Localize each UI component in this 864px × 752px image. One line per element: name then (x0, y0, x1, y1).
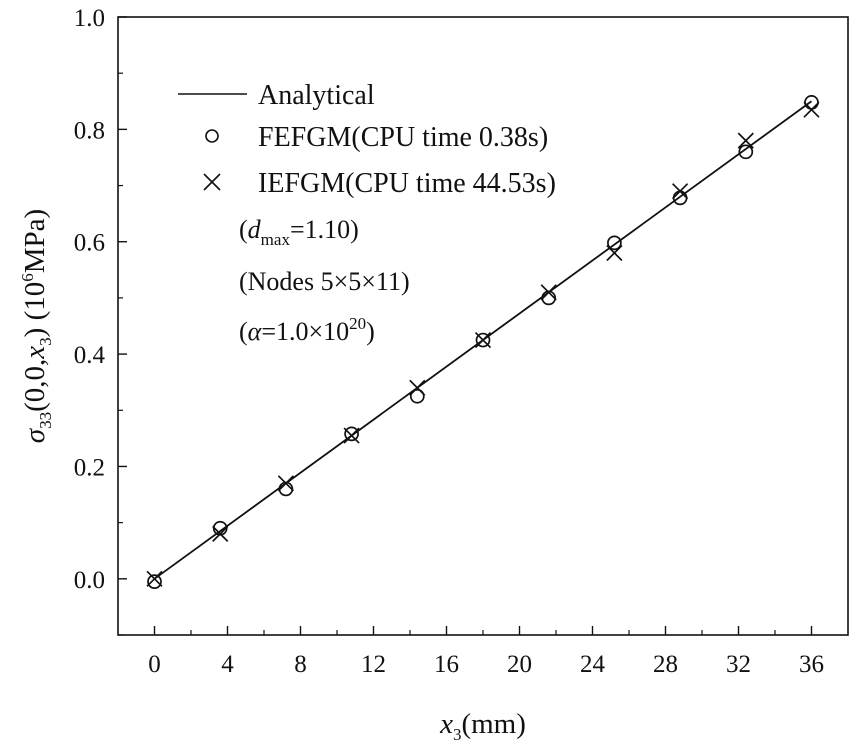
y-axis-subscript: 33 (36, 412, 55, 429)
x-axis-subscript: 3 (453, 725, 462, 744)
y-tick-label: 0.4 (74, 342, 106, 369)
x-tick-label: 12 (361, 651, 386, 678)
x-tick-label: 4 (221, 651, 234, 678)
y-axis-title: σ33(0,0,x3) (106MPa) (18, 209, 55, 443)
fefgm-point (672, 190, 688, 206)
fefgm-point (147, 574, 162, 589)
annotation-nodes: (Nodes 5×5×11) (239, 267, 410, 296)
annotations: (dmax=1.10) (Nodes 5×5×11) (α=1.0×1020) (239, 215, 410, 346)
y-tick-label: 1.0 (74, 5, 105, 32)
y-axis-unit-post: MPa) (19, 209, 51, 273)
x-tick-label: 20 (507, 651, 532, 678)
fefgm-point (409, 388, 425, 404)
x-axis-unit: (mm) (461, 708, 525, 740)
iefgm-point (737, 132, 754, 149)
y-axis-symbol: σ (19, 427, 51, 443)
y-axis-unit-exp: 6 (18, 273, 37, 282)
y-axis-argvar: x (19, 346, 51, 360)
y-axis-args: (0,0, (19, 359, 51, 412)
fefgm-point (475, 332, 491, 348)
x-tick-label: 0 (148, 651, 161, 678)
iefgm-point (277, 475, 295, 492)
y-tick-label: 0.8 (74, 117, 105, 144)
iefgm-point (606, 244, 623, 262)
x-tick-label: 28 (653, 651, 678, 678)
annotation-dmax: (dmax=1.10) (239, 215, 359, 249)
y-axis-tick-labels: 0.0 0.2 0.4 0.6 0.8 1.0 (74, 5, 106, 594)
x-axis-title: x3(mm) (439, 708, 526, 744)
iefgm-point (671, 183, 689, 200)
x-axis-tick-labels: 0 4 8 12 16 20 24 28 32 36 (148, 651, 824, 678)
legend: Analytical FEFGM(CPU time 0.38s) IEFGM(C… (178, 80, 556, 199)
x-tick-label: 32 (726, 651, 751, 678)
legend-fefgm-swatch (205, 129, 219, 143)
x-tick-label: 24 (580, 651, 606, 678)
iefgm-point (803, 101, 820, 118)
plot-frame (117, 16, 849, 636)
fefgm-point (738, 144, 754, 160)
iefgm-point (409, 379, 426, 396)
legend-analytical-label: Analytical (258, 80, 375, 111)
y-tick-label: 0.2 (74, 454, 105, 481)
y-axis-unit-pre: (10 (19, 282, 51, 328)
annotation-alpha: (α=1.0×1020) (239, 314, 375, 346)
y-tick-label: 0.0 (74, 567, 105, 594)
iefgm-point (212, 525, 229, 542)
fefgm-point (607, 235, 622, 251)
iefgm-point (343, 427, 360, 444)
fefgm-point (344, 426, 359, 442)
x-tick-label: 16 (434, 651, 459, 678)
x-tick-label: 8 (294, 651, 307, 678)
y-axis-argsub: 3 (36, 337, 55, 346)
plot-area: 0 4 8 12 16 20 24 28 32 36 0.0 0.2 0.4 0.6 0.8 1.0 (74, 5, 849, 678)
y-axis-argclose: ) (19, 328, 51, 338)
series-layer (146, 95, 820, 589)
x-axis-symbol: x (439, 708, 453, 740)
x-axis-ticks (153, 626, 813, 635)
y-axis-ticks (118, 16, 127, 636)
x-tick-label: 36 (799, 651, 824, 678)
iefgm-point (540, 284, 557, 301)
iefgm-point (146, 570, 163, 587)
iefgm-point (474, 331, 492, 349)
legend-iefgm-label: IEFGM(CPU time 44.53s) (258, 168, 556, 199)
legend-fefgm-label: FEFGM(CPU time 0.38s) (258, 122, 548, 153)
y-tick-label: 0.6 (74, 230, 105, 257)
fefgm-point (804, 95, 819, 110)
series-2 (146, 101, 820, 587)
legend-iefgm-swatch (203, 173, 221, 191)
